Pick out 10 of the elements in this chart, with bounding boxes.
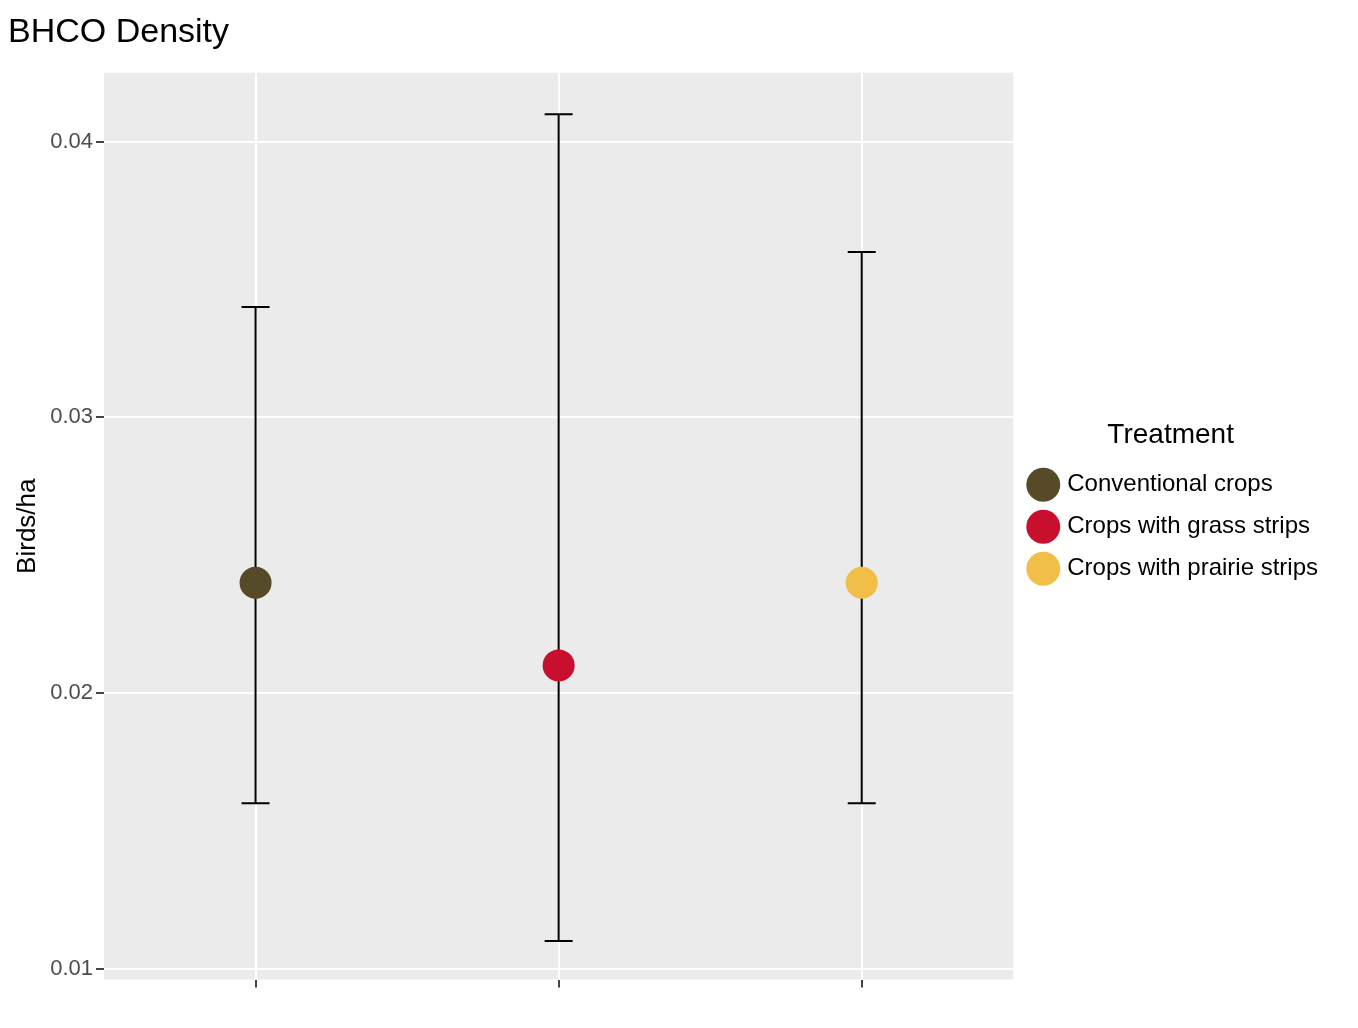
y-tick-label: 0.03: [50, 403, 94, 429]
legend-label: Crops with prairie strips: [1067, 553, 1318, 581]
y-axis-title: Birds/ha: [10, 477, 41, 574]
y-tick-label: 0.01: [50, 954, 94, 980]
y-tick-label: 0.02: [50, 679, 94, 705]
legend-label: Crops with grass strips: [1067, 511, 1310, 539]
chart-title: BHCO Density: [8, 10, 230, 49]
legend-label: Conventional crops: [1067, 469, 1273, 497]
y-tick-label: 0.04: [50, 127, 94, 153]
legend-title: Treatment: [1107, 417, 1235, 449]
